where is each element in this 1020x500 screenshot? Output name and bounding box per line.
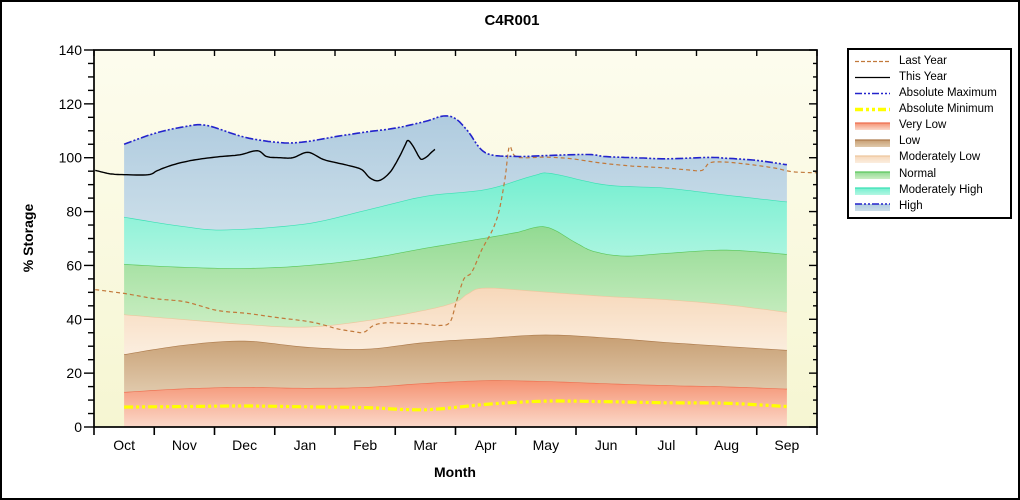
legend-swatch-this-year-icon [855, 76, 890, 79]
legend-label-last-year: Last Year [899, 54, 947, 67]
x-tick-label: Jan [294, 437, 317, 453]
x-tick-label: Feb [353, 437, 377, 453]
x-tick-label: Dec [232, 437, 257, 453]
legend-swatch-normal-icon [855, 171, 890, 179]
series-last-year [95, 145, 817, 334]
legend-label-absolute-minimum: Absolute Minimum [899, 103, 994, 116]
legend-label-normal: Normal [899, 167, 937, 180]
legend-label-high: High [899, 199, 923, 212]
band-normal [124, 226, 787, 327]
legend-label-moderately-high: Moderately High [899, 183, 983, 196]
legend-item-low: Low [854, 135, 1010, 150]
legend-item-very-low: Very Low [854, 118, 1010, 133]
legend-swatch-moderately-low-icon [855, 155, 890, 163]
legend-swatch-absolute-minimum-icon [855, 108, 890, 112]
band-moderately-high [124, 172, 787, 269]
legend-item-high: High [854, 199, 1010, 214]
x-tick-label: Apr [475, 437, 497, 453]
legend-label-very-low: Very Low [899, 119, 947, 132]
x-tick-label: May [533, 437, 559, 453]
series-this-year [95, 139, 436, 182]
x-tick-label: Nov [172, 437, 197, 453]
band-high [124, 115, 787, 230]
x-axis-label: Month [434, 464, 476, 480]
legend-swatch-moderately-high-icon [855, 187, 890, 195]
legend-swatch-low-icon [855, 138, 890, 147]
chart-title: C4R001 [484, 12, 540, 29]
x-tick-label: Jul [657, 437, 675, 453]
x-tick-label: Jun [595, 437, 618, 453]
legend-label-absolute-maximum: Absolute Maximum [899, 86, 997, 99]
axis-ticks [84, 49, 818, 435]
y-tick-label: 120 [59, 96, 83, 112]
x-tick-label: Sep [774, 437, 799, 453]
band-low [124, 334, 787, 392]
y-tick-label: 140 [59, 42, 83, 58]
x-tick-label: Oct [113, 437, 135, 453]
series-absolute-minimum [124, 399, 787, 412]
legend: Last Year This Year Absolute Maximum Absolu… [847, 48, 1012, 219]
x-tick-label: Aug [714, 437, 739, 453]
legend-item-moderately-high: Moderately High [854, 183, 1010, 198]
band-very-low [124, 380, 787, 427]
y-tick-label: 0 [74, 419, 82, 435]
legend-swatch-high-icon [855, 203, 890, 211]
x-tick-label: Mar [413, 437, 437, 453]
y-tick-label: 100 [59, 150, 83, 166]
legend-item-moderately-low: Moderately Low [854, 151, 1010, 166]
legend-item-normal: Normal [854, 167, 1010, 182]
y-tick-label: 60 [66, 257, 82, 273]
legend-item-absolute-minimum: Absolute Minimum [854, 102, 1010, 117]
legend-swatch-absolute-maximum-icon [855, 92, 890, 95]
legend-item-last-year: Last Year [854, 54, 1010, 69]
legend-swatch-very-low-icon [855, 122, 890, 131]
legend-swatch-last-year-icon [855, 60, 890, 63]
legend-label-low: Low [899, 135, 921, 148]
y-tick-label: 80 [66, 204, 82, 220]
legend-label-this-year: This Year [899, 70, 947, 83]
legend-item-absolute-maximum: Absolute Maximum [854, 86, 1010, 101]
band-moderately-low [124, 287, 787, 355]
y-tick-label: 20 [66, 365, 82, 381]
legend-item-this-year: This Year [854, 70, 1010, 85]
legend-label-moderately-low: Moderately Low [899, 151, 981, 164]
series-absolute-maximum [123, 115, 788, 166]
plot-area [95, 115, 817, 427]
y-tick-label: 40 [66, 311, 82, 327]
